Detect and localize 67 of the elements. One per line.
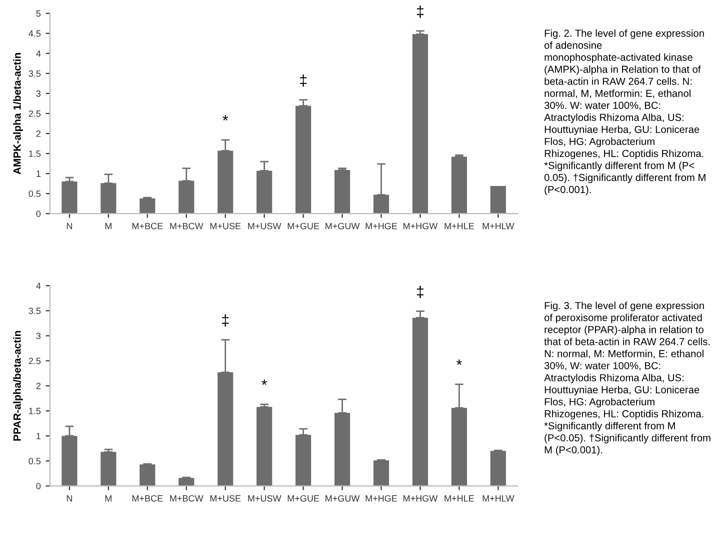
bar bbox=[140, 198, 156, 214]
x-tick-label: M+BCW bbox=[170, 222, 204, 230]
y-tick-label: 0.5 bbox=[28, 190, 41, 197]
bar bbox=[178, 478, 194, 486]
annotation: * bbox=[262, 380, 268, 385]
y-tick-label: 2.5 bbox=[28, 358, 41, 364]
bar bbox=[451, 156, 467, 214]
x-tick-label: M+GUW bbox=[326, 495, 360, 502]
y-tick-label: 1 bbox=[36, 170, 41, 177]
x-tick-label: M+USW bbox=[248, 222, 282, 230]
annotation: * bbox=[222, 115, 228, 120]
bar bbox=[412, 34, 428, 214]
x-tick-label: M+BCE bbox=[132, 495, 163, 502]
y-tick-label: 3 bbox=[36, 90, 41, 97]
bar bbox=[490, 450, 506, 486]
y-tick-label: 2 bbox=[36, 130, 40, 137]
y-tick-label: 1.5 bbox=[29, 150, 41, 157]
x-tick-label: M+HGW bbox=[404, 495, 438, 502]
x-tick-label: M+GUW bbox=[326, 222, 360, 230]
x-tick-label: M+HLW bbox=[482, 222, 514, 230]
x-tick-label: N bbox=[66, 495, 72, 502]
x-tick-label: M+USE bbox=[210, 222, 241, 230]
y-axis-title: PPAR-alpha/beta-actin bbox=[13, 330, 23, 441]
annotation: ‡ bbox=[416, 6, 424, 18]
annotation: ‡ bbox=[416, 286, 424, 298]
y-tick-label: 2.5 bbox=[28, 110, 41, 117]
y-axis-title: AMPK-alpha 1/beta-actin bbox=[13, 53, 23, 174]
y-tick-label: 5 bbox=[36, 10, 41, 17]
y-tick-label: 2 bbox=[36, 382, 40, 390]
y-tick-label: 4 bbox=[36, 50, 41, 57]
x-tick-label: M+HGE bbox=[366, 222, 398, 230]
x-tick-label: M+GUE bbox=[288, 495, 320, 502]
annotation: ‡ bbox=[222, 314, 229, 327]
text: Fig. 3. The level of gene expression of peroxisome proliferator activated receptor (PPAR)-alpha in relation to that of beta-actin in RAW 264.7 cells. N: normal, M: Metformin, E: ethanol 30%, W: water 100%, BC: Atractylodis Rhizoma Alba, US: Houttuyniae Herba, GU: Lonicerae Flos, HG: Agrobacterium Rhizogenes, HL: Coptidis Rhizoma. *Significantly different from M (P<0.05). †Significantly different from M (P<0.001). bbox=[544, 302, 710, 456]
annotation: * bbox=[456, 360, 462, 365]
y-tick-label: 3.5 bbox=[28, 308, 41, 314]
bar bbox=[140, 464, 156, 486]
y-tick-label: 0 bbox=[36, 210, 41, 217]
bar bbox=[100, 452, 116, 486]
y-tick-label: 4.5 bbox=[28, 30, 41, 37]
text: Fig. 2. The level of gene expression of adenosine monophosphate-activated kinase (AMPK)-alpha in Relation to that of beta-actin in RAW 264.7 cells. N: normal, M, Metformin: E, ethanol 30%. W: water 100%, BC: Atractylodis Rhizoma Alba, US: Houttuyniae Herba, GU: Lonicerae Flos, HG: Agrobacterium Rhizogenes, HL: Coptidis Rhizoma. *Significantly different from M (P< 0.05). †Significantly different from M (P<0.001). bbox=[544, 29, 706, 196]
x-tick-label: M+GUE bbox=[288, 222, 320, 230]
x-tick-label: M+HGW bbox=[404, 222, 438, 230]
bar bbox=[256, 406, 272, 486]
x-tick-label: M+USE bbox=[210, 495, 241, 502]
x-tick-label: M bbox=[105, 222, 112, 230]
y-tick-label: 0 bbox=[36, 482, 41, 490]
x-tick-label: M+HLE bbox=[444, 222, 474, 230]
y-tick-label: 4 bbox=[36, 282, 41, 289]
bar bbox=[62, 182, 78, 214]
y-tick-label: 0.5 bbox=[28, 458, 41, 464]
bar bbox=[490, 186, 506, 214]
x-tick-label: M+USW bbox=[248, 495, 282, 502]
x-tick-label: M+HGE bbox=[366, 495, 398, 502]
y-tick-label: 1 bbox=[36, 432, 41, 440]
y-tick-label: 3.5 bbox=[28, 70, 41, 77]
x-tick-label: M+BCW bbox=[170, 495, 204, 502]
x-tick-label: M+HLE bbox=[444, 495, 474, 502]
x-tick-label: M bbox=[105, 495, 112, 502]
x-tick-label: M+HLW bbox=[482, 495, 514, 502]
x-tick-label: N bbox=[66, 222, 72, 230]
bar bbox=[373, 460, 390, 486]
x-tick-label: M+BCE bbox=[132, 222, 163, 230]
annotation: ‡ bbox=[300, 74, 307, 87]
y-tick-label: 1.5 bbox=[29, 408, 41, 414]
bar bbox=[334, 170, 350, 214]
y-tick-label: 3 bbox=[36, 332, 41, 340]
